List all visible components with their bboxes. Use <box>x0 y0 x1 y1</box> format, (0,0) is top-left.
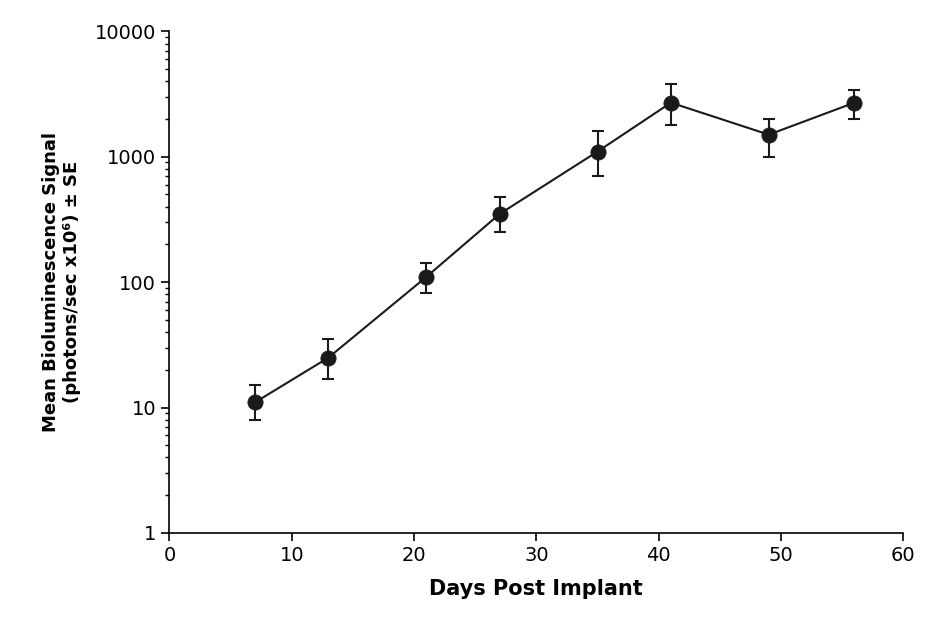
Y-axis label: Mean Bioluminescence Signal
(photons/sec x10⁶) ± SE: Mean Bioluminescence Signal (photons/sec… <box>42 132 81 432</box>
X-axis label: Days Post Implant: Days Post Implant <box>429 579 644 599</box>
